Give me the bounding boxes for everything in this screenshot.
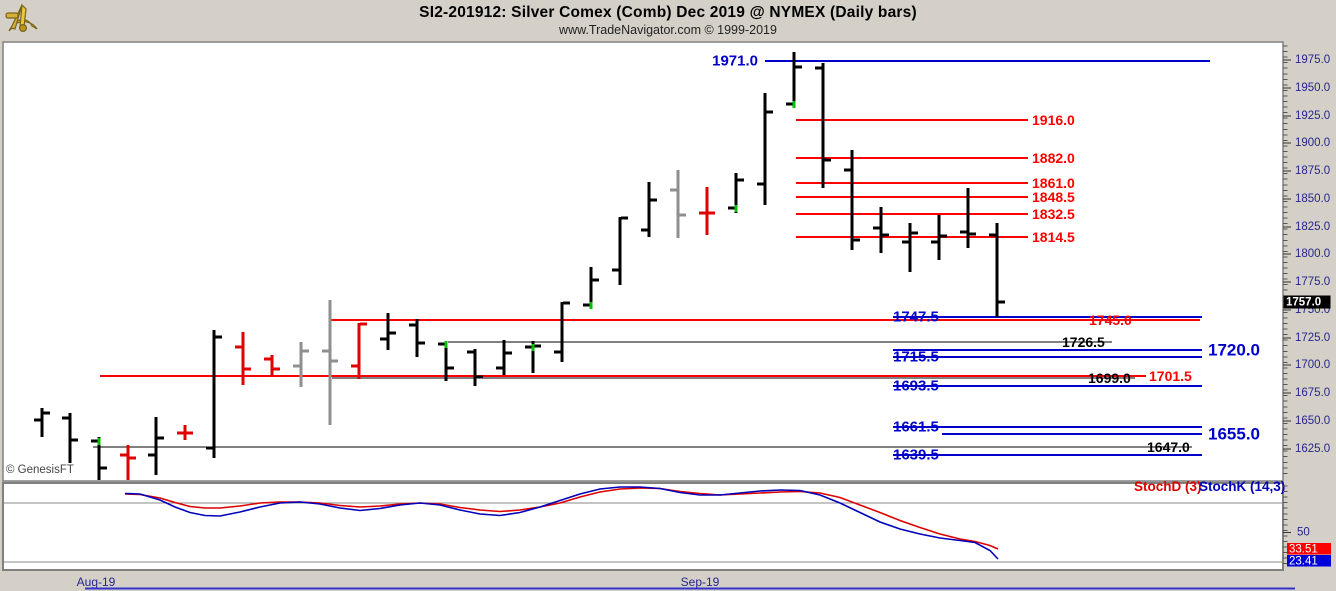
green-open-marker [444,341,448,348]
stoch-panel-plot[interactable] [2,482,1284,571]
chart-title: SI2-201912: Silver Comex (Comb) Dec 2019… [419,4,917,21]
price-axis-label: 1700.0 [1295,359,1330,371]
stoch-k-legend[interactable]: StochK (14,3) [1199,479,1285,494]
level-label-1882.0: 1882.0 [1032,150,1075,166]
green-open-marker [792,101,796,108]
price-axis-label: 1900.0 [1295,137,1330,149]
price-axis-label: 1875.0 [1295,165,1330,177]
price-axis-label: 1925.0 [1295,110,1330,122]
price-axis-label: 1975.0 [1295,54,1330,66]
chart-header: SI2-201912: Silver Comex (Comb) Dec 2019… [0,0,1336,37]
stoch-axis-label-50: 50 [1297,527,1310,539]
level-label-1715.5: 1715.5 [893,349,939,366]
level-label-1861.0: 1861.0 [1032,175,1075,191]
price-axis-label: 1775.0 [1295,276,1330,288]
level-label-1647.0: 1647.0 [1147,439,1190,455]
main-chart-plot[interactable] [2,41,1284,482]
green-open-marker [734,205,738,212]
price-axis-label: 1950.0 [1295,82,1330,94]
date-label-Aug-19: Aug-19 [77,575,116,589]
level-label-1661.5: 1661.5 [893,419,939,436]
green-open-marker [589,302,593,309]
level-label-1701.5: 1701.5 [1149,368,1192,384]
price-axis-label: 1675.0 [1295,387,1330,399]
level-label-1693.5: 1693.5 [893,378,939,395]
price-axis-label: 1625.0 [1295,443,1330,455]
stoch-k-badge-text: 23.41 [1289,556,1318,568]
level-label-1814.5: 1814.5 [1032,229,1075,245]
price-axis-label: 1650.0 [1295,415,1330,427]
date-label-Sep-19: Sep-19 [681,575,720,589]
level-label-1726.5: 1726.5 [1062,334,1105,350]
level-label-1720.0: 1720.0 [1208,341,1260,360]
stoch-d-badge-text: 33.51 [1289,544,1318,556]
stoch-d-badge [1287,543,1331,555]
price-level-lines [93,60,1210,456]
level-label-1832.5: 1832.5 [1032,206,1075,222]
level-label-1655.0: 1655.0 [1208,425,1260,444]
price-axis-label: 1825.0 [1295,221,1330,233]
genesis-copyright: © GenesisFT [6,464,74,476]
price-axis-label: 1800.0 [1295,248,1330,260]
stoch-d-legend[interactable]: StochD (3) [1134,479,1202,494]
chart-subtitle: www.TradeNavigator.com © 1999-2019 [559,23,777,37]
stoch-d-line [124,487,999,550]
level-label-1848.5: 1848.5 [1032,189,1075,205]
green-open-marker [97,438,101,445]
level-label-1971.0: 1971.0 [712,53,758,70]
price-axis-label: 1725.0 [1295,332,1330,344]
level-label-1699.0: 1699.0 [1088,370,1131,386]
green-open-marker [531,344,535,351]
stoch-k-badge [1287,555,1331,567]
level-label-1747.5: 1747.5 [893,309,939,326]
price-axis[interactable]: 1975.0 1950.0 1925.0 1900.0 1875.0 1850.0 1825… [1283,45,1331,474]
last-price-badge [1283,295,1331,309]
level-label-1745.0: 1745.0 [1089,312,1132,328]
date-axis[interactable]: Aug-19 Sep-19 [77,575,1295,590]
price-axis-label: 1850.0 [1295,193,1330,205]
stochastic-panel: StochD (3)StochK (14,3) [4,479,1285,563]
last-price-badge-text: 1757.0 [1286,297,1321,309]
stoch-k-line [124,486,999,560]
level-label-1639.5: 1639.5 [893,447,939,464]
ohlc-bars [34,52,1005,480]
sextant-icon [5,3,38,33]
genesis-sextant-logo [3,1,43,41]
level-label-1916.0: 1916.0 [1032,112,1075,128]
